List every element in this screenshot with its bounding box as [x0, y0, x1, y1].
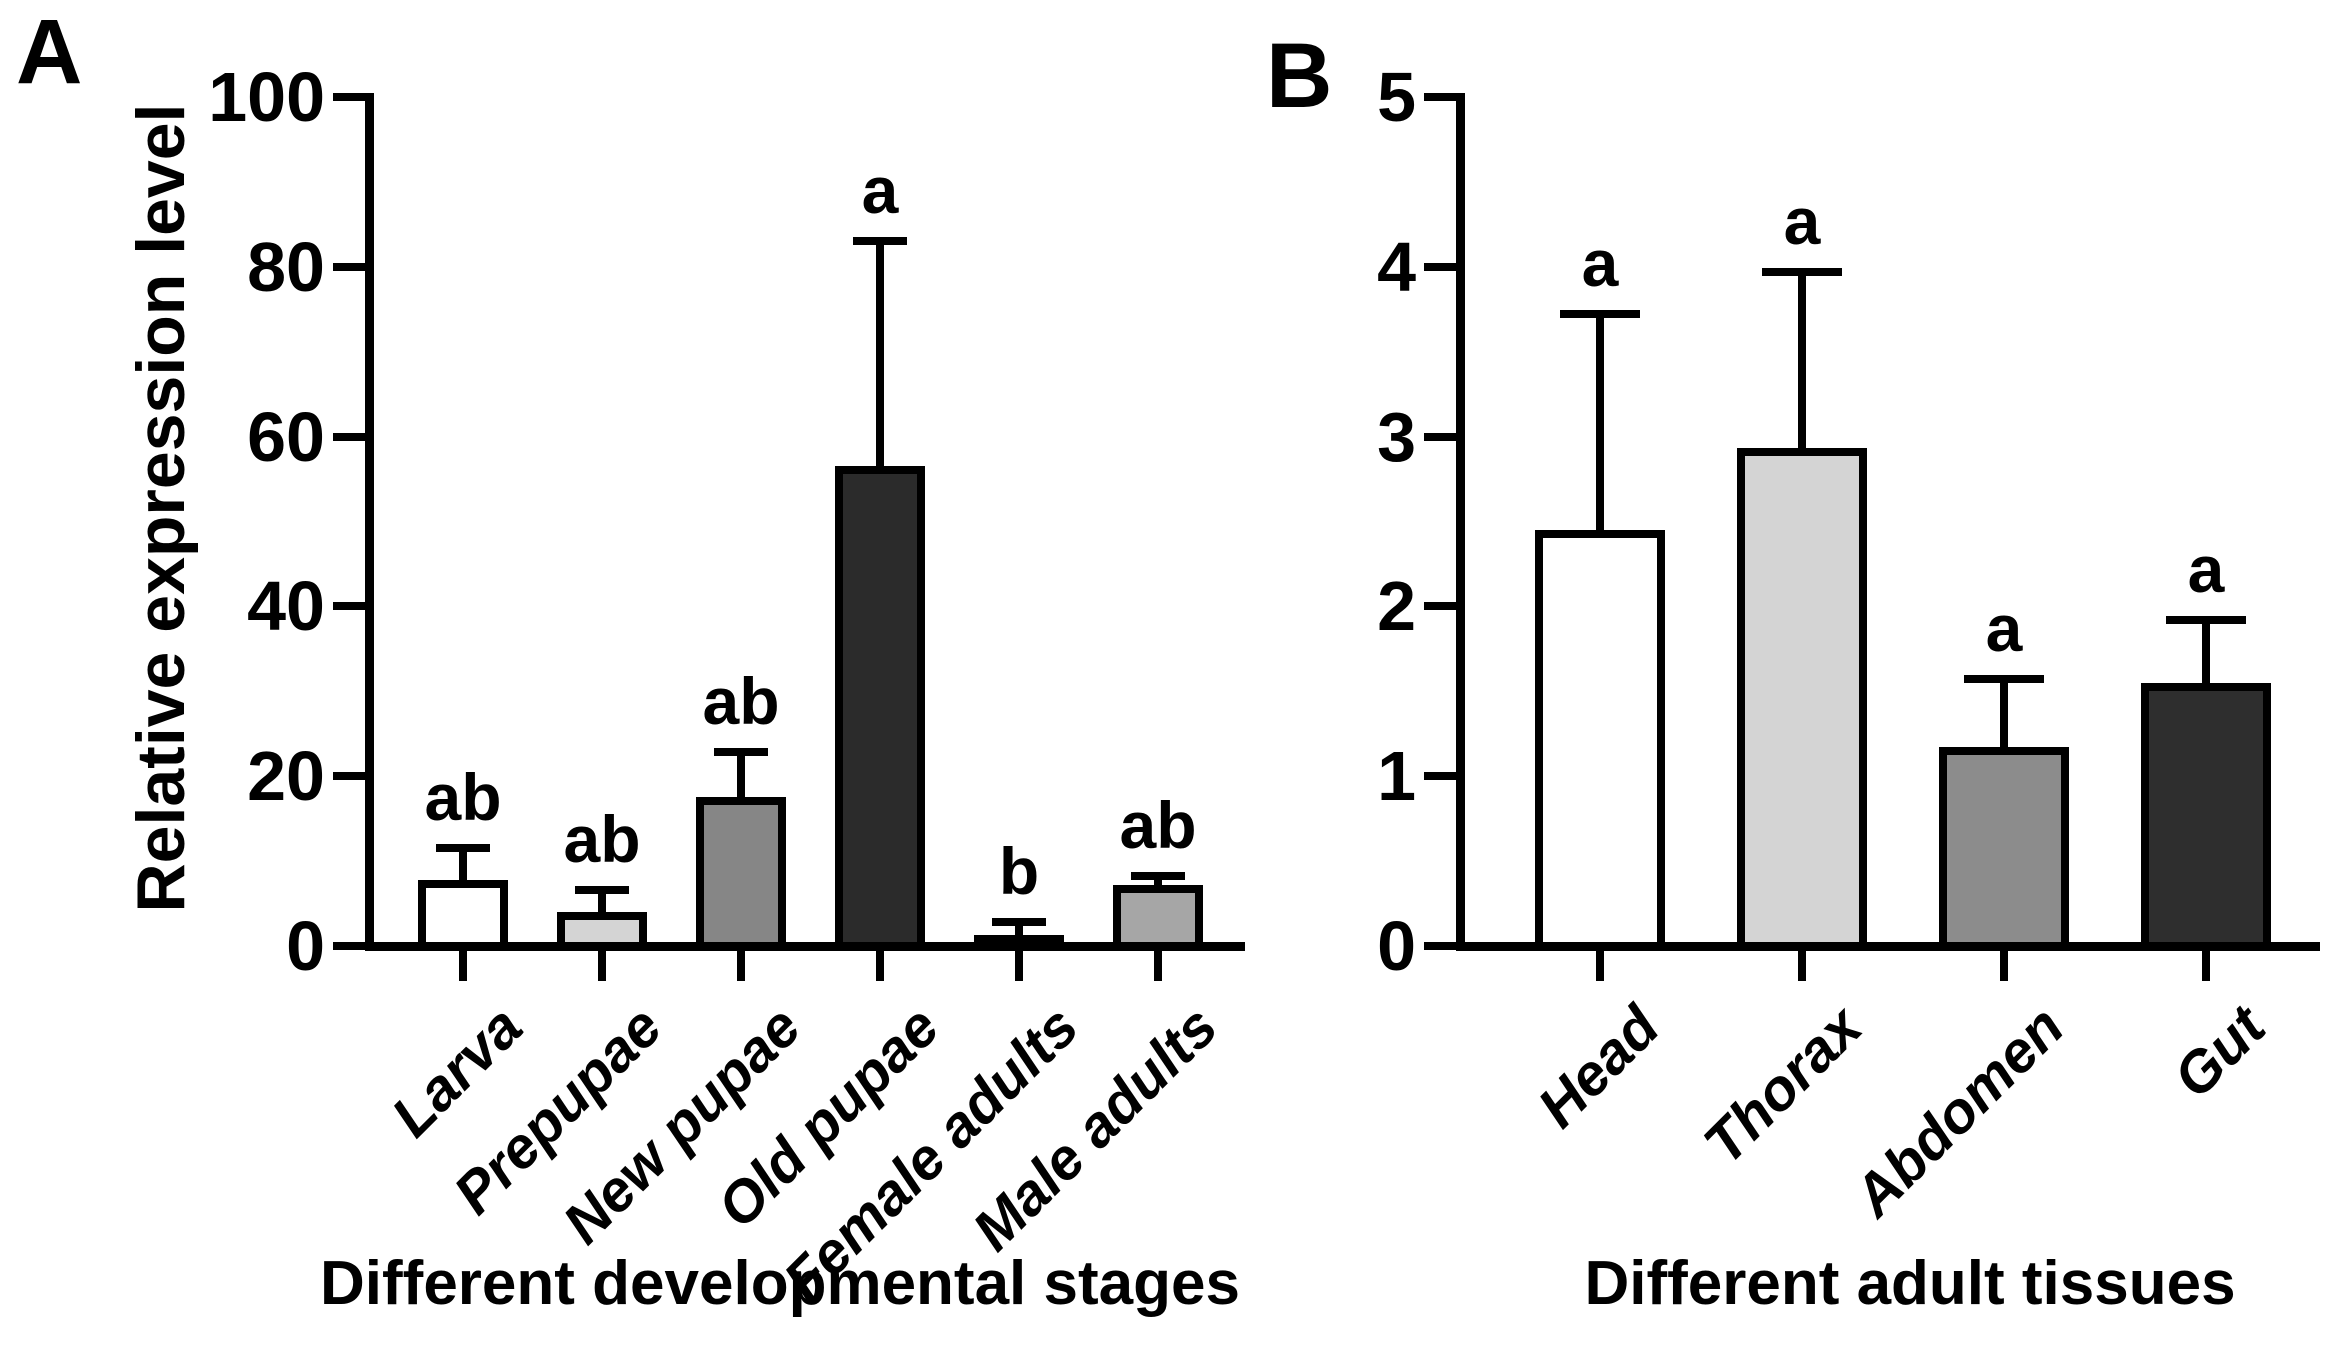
- bar-gut: [2141, 682, 2271, 950]
- panel-a-label: A: [16, 1, 83, 103]
- error-bar-cap: [992, 918, 1046, 927]
- y-tick-mark: [333, 942, 369, 950]
- error-bar-line: [1798, 271, 1806, 471]
- significance-letter: ab: [1119, 787, 1197, 862]
- error-bar-line: [2202, 619, 2210, 705]
- y-tick-label: 20: [247, 737, 325, 816]
- x-tick-mark: [2202, 951, 2210, 981]
- bar-larva: [418, 879, 508, 950]
- y-tick-label: 4: [1377, 227, 1416, 306]
- x-axis-line: [1456, 942, 2320, 951]
- bar-thorax: [1737, 448, 1867, 950]
- panel-b-label: B: [1266, 25, 1333, 127]
- x-category-label: Thorax: [1691, 993, 1874, 1177]
- error-bar-line: [1596, 314, 1604, 552]
- bar-abdomen: [1939, 747, 2069, 950]
- y-tick-mark: [333, 262, 369, 271]
- error-bar-line: [598, 889, 606, 935]
- significance-letter: a: [1985, 591, 2023, 666]
- x-tick-mark: [459, 951, 467, 981]
- y-tick-label: 80: [247, 227, 325, 306]
- panel-b-x-axis-title: Different adult tissues: [1584, 1249, 2236, 1318]
- x-tick-mark: [876, 951, 884, 981]
- y-tick-label: 40: [247, 567, 325, 646]
- panel-a-x-axis-title: Different developmental stages: [320, 1249, 1240, 1318]
- x-axis-line: [365, 942, 1245, 951]
- x-tick-mark: [737, 951, 745, 981]
- x-category-label: Abdomen: [1840, 993, 2076, 1229]
- error-bar-cap: [714, 748, 768, 757]
- x-tick-mark: [1154, 951, 1162, 981]
- y-tick-mark: [1424, 602, 1460, 611]
- bar-head: [1535, 529, 1665, 950]
- error-bar-line: [737, 752, 745, 820]
- significance-letter: ab: [563, 801, 641, 876]
- error-bar-cap: [1131, 871, 1185, 880]
- x-tick-mark: [1596, 951, 1604, 981]
- significance-letter: a: [2187, 531, 2225, 606]
- error-bar-cap: [436, 844, 490, 853]
- y-tick-label: 5: [1377, 58, 1416, 136]
- significance-letter: ab: [702, 664, 780, 739]
- y-tick-label: 100: [208, 58, 325, 136]
- y-tick-mark: [1424, 93, 1460, 101]
- x-category-label: Gut: [2161, 993, 2278, 1111]
- y-tick-label: 2: [1377, 567, 1416, 646]
- error-bar-cap: [1964, 675, 2044, 684]
- significance-letter: b: [998, 834, 1040, 909]
- y-axis-line: [1456, 93, 1465, 950]
- error-bar-cap: [853, 237, 907, 246]
- y-tick-mark: [333, 772, 369, 781]
- y-tick-mark: [333, 602, 369, 611]
- significance-letter: a: [861, 153, 899, 228]
- y-tick-mark: [1424, 432, 1460, 441]
- x-tick-mark: [598, 951, 606, 981]
- error-bar-cap: [1762, 267, 1842, 276]
- error-bar-cap: [1560, 310, 1640, 319]
- x-category-label: Head: [1525, 993, 1672, 1141]
- x-tick-mark: [1798, 951, 1806, 981]
- significance-letter: a: [1783, 183, 1821, 258]
- y-tick-mark: [333, 93, 369, 101]
- error-bar-cap: [2166, 615, 2246, 624]
- y-tick-label: 1: [1377, 737, 1416, 816]
- significance-letter: a: [1581, 226, 1619, 301]
- error-bar-line: [876, 241, 884, 489]
- significance-letter: ab: [424, 760, 502, 835]
- error-bar-line: [2000, 679, 2008, 770]
- error-bar-cap: [575, 885, 629, 894]
- y-axis-line: [365, 93, 374, 950]
- y-tick-label: 0: [286, 907, 325, 985]
- x-tick-mark: [1015, 951, 1023, 981]
- y-tick-label: 0: [1377, 907, 1416, 985]
- error-bar-line: [459, 848, 467, 902]
- y-tick-mark: [1424, 772, 1460, 781]
- y-tick-label: 3: [1377, 397, 1416, 476]
- y-tick-mark: [1424, 262, 1460, 271]
- y-tick-mark: [333, 432, 369, 441]
- bar-old-pupae: [835, 466, 925, 950]
- x-tick-mark: [2000, 951, 2008, 981]
- y-tick-mark: [1424, 942, 1460, 950]
- y-tick-label: 60: [247, 397, 325, 476]
